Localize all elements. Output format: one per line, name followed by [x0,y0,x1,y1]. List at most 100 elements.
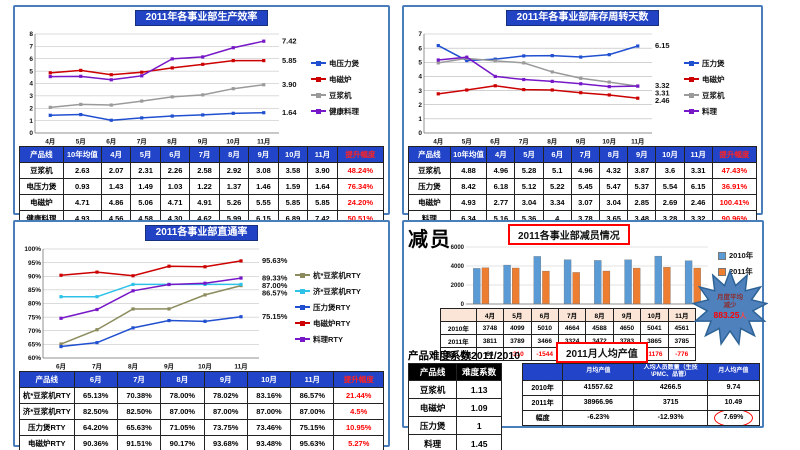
column-header: 5月 [130,146,161,163]
row-label: 电磁炉 [19,194,64,211]
rty-table: 产品线 6月 7月 8月 9月 10月 11月 提升幅度 杭*豆浆机RTY 65.13% 70.38… [19,371,384,450]
cell: 3.08 [248,162,279,179]
column-header: 产品线 [19,371,75,388]
cell: 5.45 [570,178,601,195]
cell: 21.44% [333,387,384,404]
headcount-legend: 2010年 2011年 [718,250,753,277]
cell: 3.04 [599,194,629,211]
cell: 2.58 [189,162,220,179]
cell: 5010 [530,321,559,335]
column-header: 9月 [203,371,248,388]
column-header: 7月 [570,146,601,163]
svg-text:3: 3 [418,88,422,95]
row-label: 减少人员 [440,347,477,361]
cell: 87.00% [203,403,248,420]
end-label: 75.15% [262,312,288,321]
legend-marker [311,92,326,98]
svg-text:8月: 8月 [167,138,177,146]
cell: 78.02% [203,387,248,404]
cell: 1.13 [456,380,502,399]
panel-title-production: 2011年各事业部生产效率 [134,10,269,26]
column-header [521,363,564,381]
legend-item-2011年: 2011年 [718,266,753,277]
cell: -776 [667,347,697,361]
table-row: 电压力煲 0.93 1.43 1.49 1.03 1.22 1.37 1.46 1.59 1.64… [19,178,385,195]
svg-text:8月: 8月 [547,138,557,146]
end-label: 87.00% [262,281,288,290]
row-label: 2010年 [440,321,477,335]
panel-rty: 2011各事业部直通率 60% 65% 70% 75% 80% 85% 90% 95% 100%… [13,220,390,450]
svg-text:4: 4 [29,81,33,88]
svg-text:8: 8 [29,31,33,38]
cell: 10.95% [333,419,384,436]
headcount-bar-chart: 0 2000 4000 6000 [451,245,708,306]
end-label: 2.46 [655,96,670,105]
production-line-chart: 0 1 2 3 4 5 6 7 8 4月 5月 6月 7月 8月 9月 10月 11月 7.42 5.85 3.90 1… [29,31,297,146]
svg-text:60%: 60% [28,355,41,362]
column-header: 6月 [73,371,118,388]
burst-line2: 减少 [723,302,737,310]
legend-label: 电磁炉RTY [313,318,351,328]
legend-label: 2010年 [729,251,754,260]
cell: 2.07 [100,162,132,179]
svg-text:7: 7 [29,44,33,51]
svg-text:6: 6 [29,56,33,63]
column-header: 提升幅度 [336,146,385,163]
cell: 5.85 [277,194,309,211]
end-label: 89.33% [262,273,288,282]
burst-unit: 人 [739,313,747,321]
cell: 2.92 [218,162,250,179]
cell: 5.26 [218,194,250,211]
series-电压力煲 [48,111,266,122]
cell: 2.46 [683,194,713,211]
inventory-legend: 压力煲 电磁炉 豆浆机 料理 [684,58,725,117]
svg-text:100%: 100% [24,246,41,253]
series-压力煲RTY [59,315,243,349]
row-label: 电磁炉 [408,194,451,211]
cell: 64.20% [73,419,118,436]
cell: 2.26 [159,162,191,179]
legend-marker [295,320,310,326]
cell: 4650 [612,321,642,335]
legend-item-豆浆机: 豆浆机 [311,90,359,101]
svg-text:6月: 6月 [106,138,116,146]
cell: 78.00% [160,387,205,404]
production-table: 产品线 10年均值 4月 5月 6月 7月 8月 9月 10月 11月 提升幅度 豆浆机 2.63 2.0… [19,146,385,227]
legend-marker [311,76,326,82]
column-header: 6月 [159,146,191,163]
cell: 5.47 [599,178,629,195]
table-row: 济*豆浆机RTY 82.50% 82.50% 87.00% 87.00% 87.00% 87… [19,403,384,420]
legend-marker [311,108,326,114]
row-label: 2010年 [521,379,564,396]
legend-marker [718,267,726,276]
cell: 1.43 [100,178,132,195]
row-label: 幅度 [521,409,564,426]
legend-item-健康料理: 健康料理 [311,106,359,117]
cell: 3811 [475,334,505,348]
cell: 4.88 [449,162,488,179]
legend-item-电磁炉RTY: 电磁炉RTY [295,318,361,329]
cell: 7.69% [706,409,761,426]
cell: 4.96 [486,162,516,179]
series-料理RTY [59,276,243,320]
legend-label: 济*豆浆机RTY [313,286,361,296]
column-header: 产品线 [408,146,451,163]
cell: 87.00% [290,403,335,420]
cell: 2.63 [62,162,102,179]
header-row: 产品线 10年均值 4月 5月 6月 7月 8月 9月 10月 11月 提升幅度 [408,146,758,163]
burst-value: 883.25 [713,310,740,321]
cell: 1.37 [218,178,250,195]
table-row: 豆浆机 4.88 4.96 5.28 5.1 4.96 4.32 3.87 3.6 3.31 47.… [408,162,758,179]
column-header: 4月 [486,146,516,163]
row-label: 电磁炉RTY [19,435,75,450]
cell: 82.50% [116,403,162,420]
legend-marker [684,60,699,66]
svg-text:9月: 9月 [164,363,174,371]
column-header: 7月 [557,308,587,322]
legend-label: 料理 [702,106,717,116]
legend-marker [684,76,699,82]
legend-label: 电磁炉 [702,74,725,84]
column-header: 6月 [542,146,572,163]
table-row: 电磁炉 4.93 2.77 3.04 3.34 3.07 3.04 2.85 2.69 2.46 1… [408,194,758,211]
legend-item-压力煲: 压力煲 [684,58,725,69]
